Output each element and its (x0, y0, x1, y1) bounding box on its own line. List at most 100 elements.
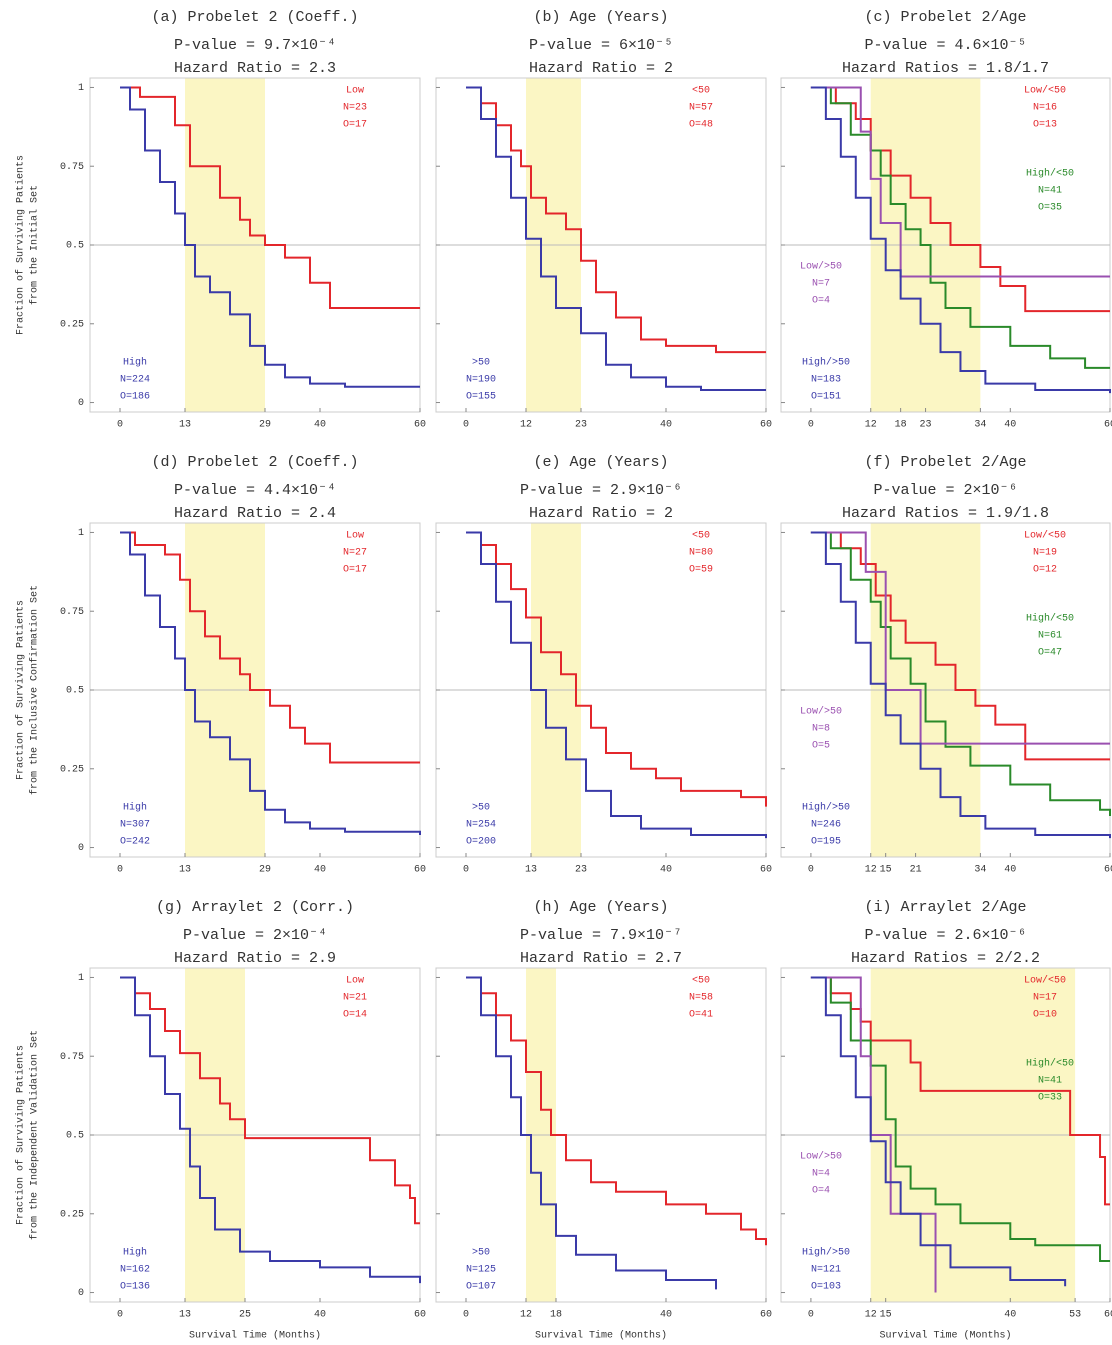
x-axis-label: Survival Time (Months) (879, 1330, 1011, 1342)
p-value: P-value = 6×10⁻⁵ (529, 37, 673, 54)
y-tick-label: 1 (78, 83, 84, 94)
x-tick-label: 15 (880, 865, 892, 876)
x-tick-label: 0 (463, 865, 469, 876)
series-label: O=12 (1033, 565, 1057, 576)
x-tick-label: 53 (1069, 1310, 1081, 1321)
series-label: N=162 (120, 1265, 150, 1276)
series-label: N=254 (466, 820, 496, 831)
series-label: O=48 (689, 120, 713, 131)
p-value: P-value = 2×10⁻⁴ (183, 927, 327, 944)
hazard-ratio: Hazard Ratio = 2.3 (174, 60, 336, 77)
panel-title: (b) Age (Years) (533, 9, 668, 26)
x-tick-label: 40 (314, 420, 326, 431)
series-label: Low/>50 (800, 261, 842, 273)
x-tick-label: 0 (463, 1310, 469, 1321)
y-tick-label: 0.75 (60, 1052, 84, 1063)
series-label: High (123, 357, 147, 369)
y-tick-label: 1 (78, 528, 84, 539)
x-tick-label: 0 (117, 1310, 123, 1321)
series-label: O=33 (1038, 1093, 1062, 1104)
series-label: <50 (692, 86, 710, 97)
series-label: High/>50 (802, 1247, 850, 1259)
series-label: <50 (692, 976, 710, 987)
x-tick-label: 60 (414, 1310, 426, 1321)
series-label: N=17 (1033, 993, 1057, 1004)
series-label: High/>50 (802, 802, 850, 814)
x-tick-label: 0 (808, 1310, 814, 1321)
x-tick-label: 60 (760, 1310, 772, 1321)
p-value: P-value = 2.6×10⁻⁶ (864, 927, 1026, 944)
x-tick-label: 40 (314, 1310, 326, 1321)
series-label: N=80 (689, 548, 713, 559)
hazard-ratio: Hazard Ratios = 1.9/1.8 (842, 505, 1049, 522)
x-tick-label: 13 (179, 1310, 191, 1321)
x-tick-label: 0 (463, 420, 469, 431)
x-tick-label: 12 (865, 420, 877, 431)
hazard-ratio: Hazard Ratio = 2.4 (174, 505, 336, 522)
series-label: >50 (472, 358, 490, 369)
series-label: O=14 (343, 1010, 367, 1021)
x-tick-label: 0 (117, 420, 123, 431)
p-value: P-value = 2×10⁻⁶ (873, 482, 1017, 499)
series-label: >50 (472, 803, 490, 814)
x-tick-label: 34 (974, 420, 986, 431)
series-label: O=136 (120, 1282, 150, 1293)
series-label: Low (346, 531, 364, 542)
x-tick-label: 0 (808, 420, 814, 431)
survival-curve (120, 976, 420, 1225)
panel-title: (d) Probelet 2 (Coeff.) (151, 454, 358, 471)
y-axis-label: from the Initial Set (29, 185, 41, 305)
x-tick-label: 40 (1004, 865, 1016, 876)
survival-curve (120, 86, 420, 310)
x-tick-label: 60 (1104, 865, 1112, 876)
hazard-ratio: Hazard Ratios = 2/2.2 (851, 950, 1040, 967)
y-tick-label: 0.5 (66, 686, 84, 697)
series-label: High (123, 802, 147, 814)
series-label: N=4 (812, 1169, 830, 1180)
series-label: N=27 (343, 548, 367, 559)
series-label: N=19 (1033, 548, 1057, 559)
y-axis-label: from the Independent Validation Set (29, 1030, 41, 1240)
x-tick-label: 25 (239, 1310, 251, 1321)
x-tick-label: 23 (575, 865, 587, 876)
series-label: O=4 (812, 1186, 830, 1197)
series-label: High/<50 (1026, 613, 1074, 625)
survival-curve (120, 531, 420, 764)
hazard-ratio: Hazard Ratio = 2 (529, 60, 673, 77)
series-label: N=8 (812, 724, 830, 735)
p-value: P-value = 4.4×10⁻⁴ (174, 482, 336, 499)
x-tick-label: 18 (895, 420, 907, 431)
series-label: O=17 (343, 565, 367, 576)
y-tick-label: 0 (78, 1288, 84, 1299)
series-label: N=125 (466, 1265, 496, 1276)
series-label: N=41 (1038, 186, 1062, 197)
series-label: N=58 (689, 993, 713, 1004)
series-label: Low/>50 (800, 1151, 842, 1163)
series-label: N=41 (1038, 1076, 1062, 1087)
series-label: High/<50 (1026, 1058, 1074, 1070)
hazard-ratio: Hazard Ratios = 1.8/1.7 (842, 60, 1049, 77)
x-tick-label: 12 (865, 1310, 877, 1321)
series-label: O=195 (811, 837, 841, 848)
series-label: High/>50 (802, 357, 850, 369)
series-label: O=17 (343, 120, 367, 131)
series-label: Low (346, 86, 364, 97)
y-tick-label: 0 (78, 398, 84, 409)
y-tick-label: 0.75 (60, 162, 84, 173)
p-value: P-value = 4.6×10⁻⁵ (864, 37, 1026, 54)
survival-curve (120, 976, 421, 1284)
x-tick-label: 40 (660, 865, 672, 876)
x-tick-label: 60 (1104, 1310, 1112, 1321)
series-label: N=21 (343, 993, 367, 1004)
x-tick-label: 40 (314, 865, 326, 876)
series-label: N=190 (466, 375, 496, 386)
series-label: O=103 (811, 1282, 841, 1293)
survival-curve (810, 531, 1110, 745)
survival-curve (810, 531, 1110, 761)
x-tick-label: 60 (1104, 420, 1112, 431)
x-tick-label: 21 (910, 865, 922, 876)
series-label: N=121 (811, 1265, 841, 1276)
y-tick-label: 0.5 (66, 241, 84, 252)
series-label: O=47 (1038, 648, 1062, 659)
